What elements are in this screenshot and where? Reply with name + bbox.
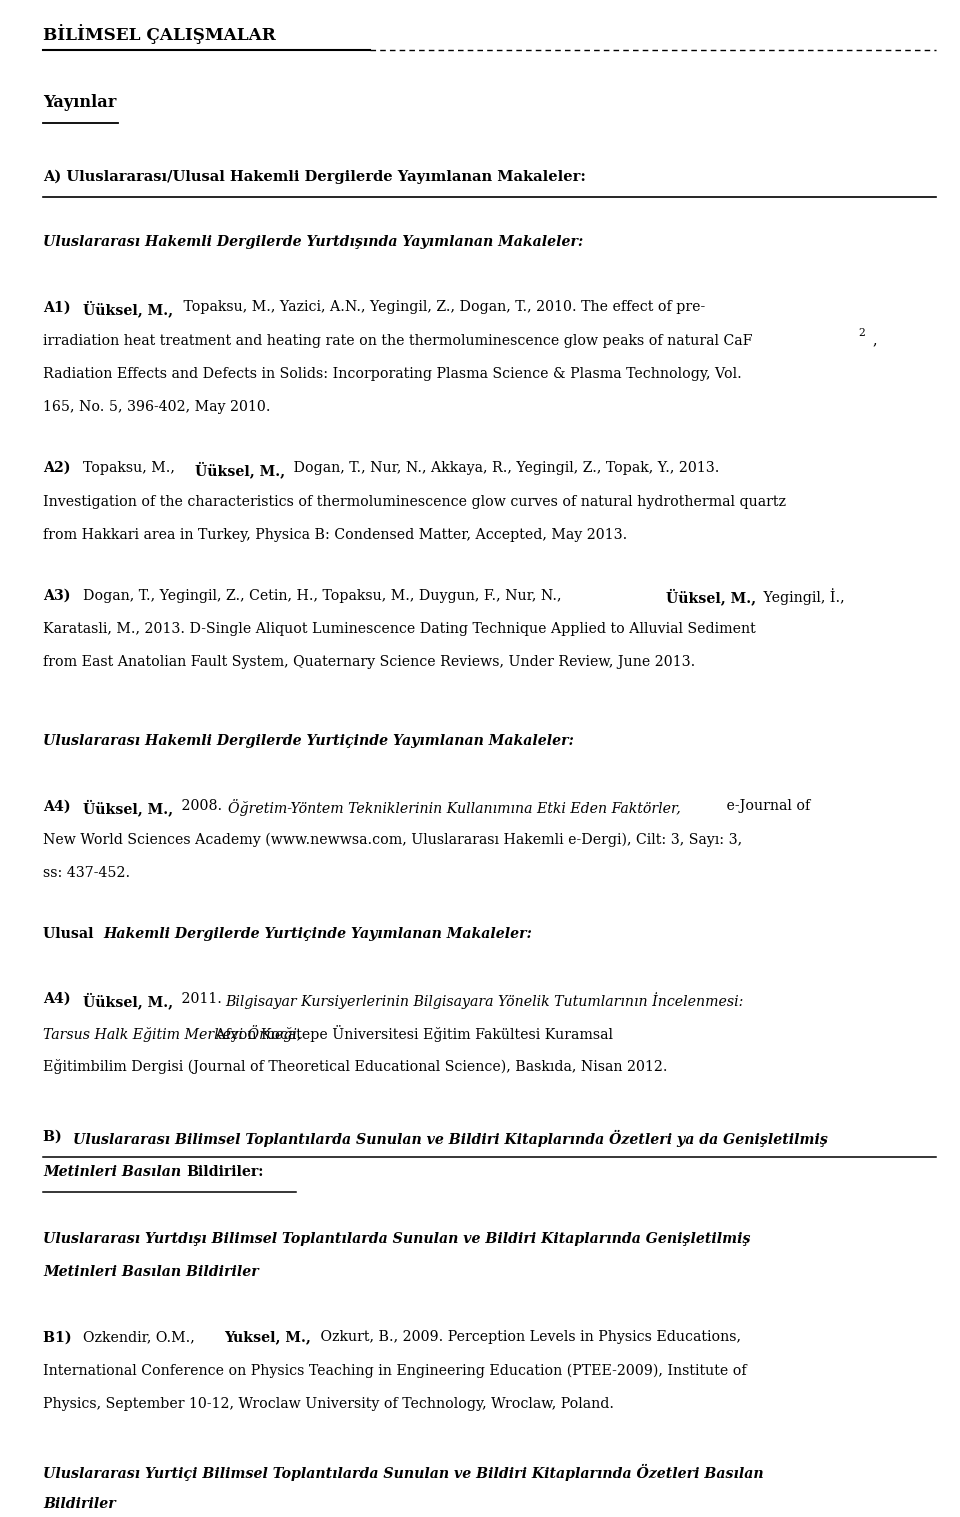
Text: ,: , bbox=[873, 334, 877, 347]
Text: Öğretim-Yöntem Tekniklerinin Kullanımına Etki Eden Faktörler,: Öğretim-Yöntem Tekniklerinin Kullanımına… bbox=[228, 799, 681, 816]
Text: Dogan, T., Nur, N., Akkaya, R., Yegingil, Z., Topak, Y., 2013.: Dogan, T., Nur, N., Akkaya, R., Yegingil… bbox=[289, 461, 719, 475]
Text: from East Anatolian Fault System, Quaternary Science Reviews, Under Review, June: from East Anatolian Fault System, Quater… bbox=[43, 655, 695, 669]
Text: Dogan, T., Yegingil, Z., Cetin, H., Topaksu, M., Duygun, F., Nur, N.,: Dogan, T., Yegingil, Z., Cetin, H., Topa… bbox=[83, 589, 565, 602]
Text: Bildiriler: Bildiriler bbox=[43, 1497, 116, 1511]
Text: A4): A4) bbox=[43, 992, 76, 1006]
Text: A4): A4) bbox=[43, 799, 76, 813]
Text: Ozkurt, B., 2009. Perception Levels in Physics Educations,: Ozkurt, B., 2009. Perception Levels in P… bbox=[316, 1330, 741, 1344]
Text: Physics, September 10-12, Wroclaw University of Technology, Wroclaw, Poland.: Physics, September 10-12, Wroclaw Univer… bbox=[43, 1397, 614, 1411]
Text: Topaksu, M.,: Topaksu, M., bbox=[83, 461, 179, 475]
Text: Üüksel, M.,: Üüksel, M., bbox=[83, 992, 173, 1009]
Text: Yuksel, M.,: Yuksel, M., bbox=[224, 1330, 310, 1344]
Text: Uluslararası Yurtdışı Bilimsel Toplantılarda Sunulan ve Bildiri Kitaplarında Gen: Uluslararası Yurtdışı Bilimsel Toplantıl… bbox=[43, 1232, 751, 1245]
Text: BİLİMSEL ÇALIŞMALAR: BİLİMSEL ÇALIŞMALAR bbox=[43, 24, 276, 44]
Text: 165, No. 5, 396-402, May 2010.: 165, No. 5, 396-402, May 2010. bbox=[43, 400, 271, 414]
Text: A) Uluslararası/Ulusal Hakemli Dergilerde Yayımlanan Makaleler:: A) Uluslararası/Ulusal Hakemli Dergilerd… bbox=[43, 170, 586, 184]
Text: Metinleri Basılan Bildiriler: Metinleri Basılan Bildiriler bbox=[43, 1265, 259, 1279]
Text: ss: 437-452.: ss: 437-452. bbox=[43, 866, 131, 880]
Text: Ozkendir, O.M.,: Ozkendir, O.M., bbox=[83, 1330, 199, 1344]
Text: Ulusal: Ulusal bbox=[43, 927, 99, 941]
Text: Topaksu, M., Yazici, A.N., Yegingil, Z., Dogan, T., 2010. The effect of pre-: Topaksu, M., Yazici, A.N., Yegingil, Z.,… bbox=[179, 300, 705, 314]
Text: Yayınlar: Yayınlar bbox=[43, 94, 116, 111]
Text: Karatasli, M., 2013. D-Single Aliquot Luminescence Dating Technique Applied to A: Karatasli, M., 2013. D-Single Aliquot Lu… bbox=[43, 622, 756, 636]
Text: 2: 2 bbox=[858, 328, 865, 338]
Text: Hakemli Dergilerde Yurtiçinde Yayımlanan Makaleler:: Hakemli Dergilerde Yurtiçinde Yayımlanan… bbox=[104, 927, 533, 941]
Text: Uluslararası Yurtiçi Bilimsel Toplantılarda Sunulan ve Bildiri Kitaplarında Özet: Uluslararası Yurtiçi Bilimsel Toplantıla… bbox=[43, 1464, 764, 1481]
Text: Radiation Effects and Defects in Solids: Incorporating Plasma Science & Plasma T: Radiation Effects and Defects in Solids:… bbox=[43, 367, 742, 381]
Text: International Conference on Physics Teaching in Engineering Education (PTEE-2009: International Conference on Physics Teac… bbox=[43, 1364, 747, 1377]
Text: A2): A2) bbox=[43, 461, 76, 475]
Text: Üüksel, M.,: Üüksel, M., bbox=[195, 461, 285, 478]
Text: Tarsus Halk Eğitim Merkezi Örneği,: Tarsus Halk Eğitim Merkezi Örneği, bbox=[43, 1025, 301, 1042]
Text: 2011.: 2011. bbox=[177, 992, 226, 1006]
Text: Bildiriler:: Bildiriler: bbox=[186, 1165, 264, 1179]
Text: e-Journal of: e-Journal of bbox=[722, 799, 810, 813]
Text: A3): A3) bbox=[43, 589, 76, 602]
Text: B1): B1) bbox=[43, 1330, 77, 1344]
Text: Yegingil, İ.,: Yegingil, İ., bbox=[759, 589, 845, 605]
Text: from Hakkari area in Turkey, Physica B: Condensed Matter, Accepted, May 2013.: from Hakkari area in Turkey, Physica B: … bbox=[43, 528, 628, 542]
Text: Uluslararası Hakemli Dergilerde Yurtdışında Yayımlanan Makaleler:: Uluslararası Hakemli Dergilerde Yurtdışı… bbox=[43, 235, 584, 249]
Text: Uluslararası Hakemli Dergilerde Yurtiçinde Yayımlanan Makaleler:: Uluslararası Hakemli Dergilerde Yurtiçin… bbox=[43, 734, 574, 748]
Text: Metinleri Basılan: Metinleri Basılan bbox=[43, 1165, 186, 1179]
Text: Investigation of the characteristics of thermoluminescence glow curves of natura: Investigation of the characteristics of … bbox=[43, 495, 786, 508]
Text: Uluslararası Bilimsel Toplantılarda Sunulan ve Bildiri Kitaplarında Özetleri ya : Uluslararası Bilimsel Toplantılarda Sunu… bbox=[73, 1130, 828, 1147]
Text: irradiation heat treatment and heating rate on the thermoluminescence glow peaks: irradiation heat treatment and heating r… bbox=[43, 334, 753, 347]
Text: Afyon Kocatepe Üniversitesi Eğitim Fakültesi Kuramsal: Afyon Kocatepe Üniversitesi Eğitim Fakül… bbox=[211, 1025, 613, 1042]
Text: B): B) bbox=[43, 1130, 67, 1144]
Text: Eğitimbilim Dergisi (Journal of Theoretical Educational Science), Baskıda, Nisan: Eğitimbilim Dergisi (Journal of Theoreti… bbox=[43, 1059, 668, 1074]
Text: Üüksel, M.,: Üüksel, M., bbox=[83, 300, 173, 317]
Text: Üüksel, M.,: Üüksel, M., bbox=[666, 589, 756, 605]
Text: Üüksel, M.,: Üüksel, M., bbox=[83, 799, 173, 816]
Text: New World Sciences Academy (www.newwsa.com, Uluslararası Hakemli e-Dergi), Cilt:: New World Sciences Academy (www.newwsa.c… bbox=[43, 833, 742, 846]
Text: Bilgisayar Kursiyerlerinin Bilgisayara Yönelik Tutumlarının İncelenmesi:: Bilgisayar Kursiyerlerinin Bilgisayara Y… bbox=[226, 992, 744, 1009]
Text: A1): A1) bbox=[43, 300, 76, 314]
Text: 2008.: 2008. bbox=[177, 799, 227, 813]
